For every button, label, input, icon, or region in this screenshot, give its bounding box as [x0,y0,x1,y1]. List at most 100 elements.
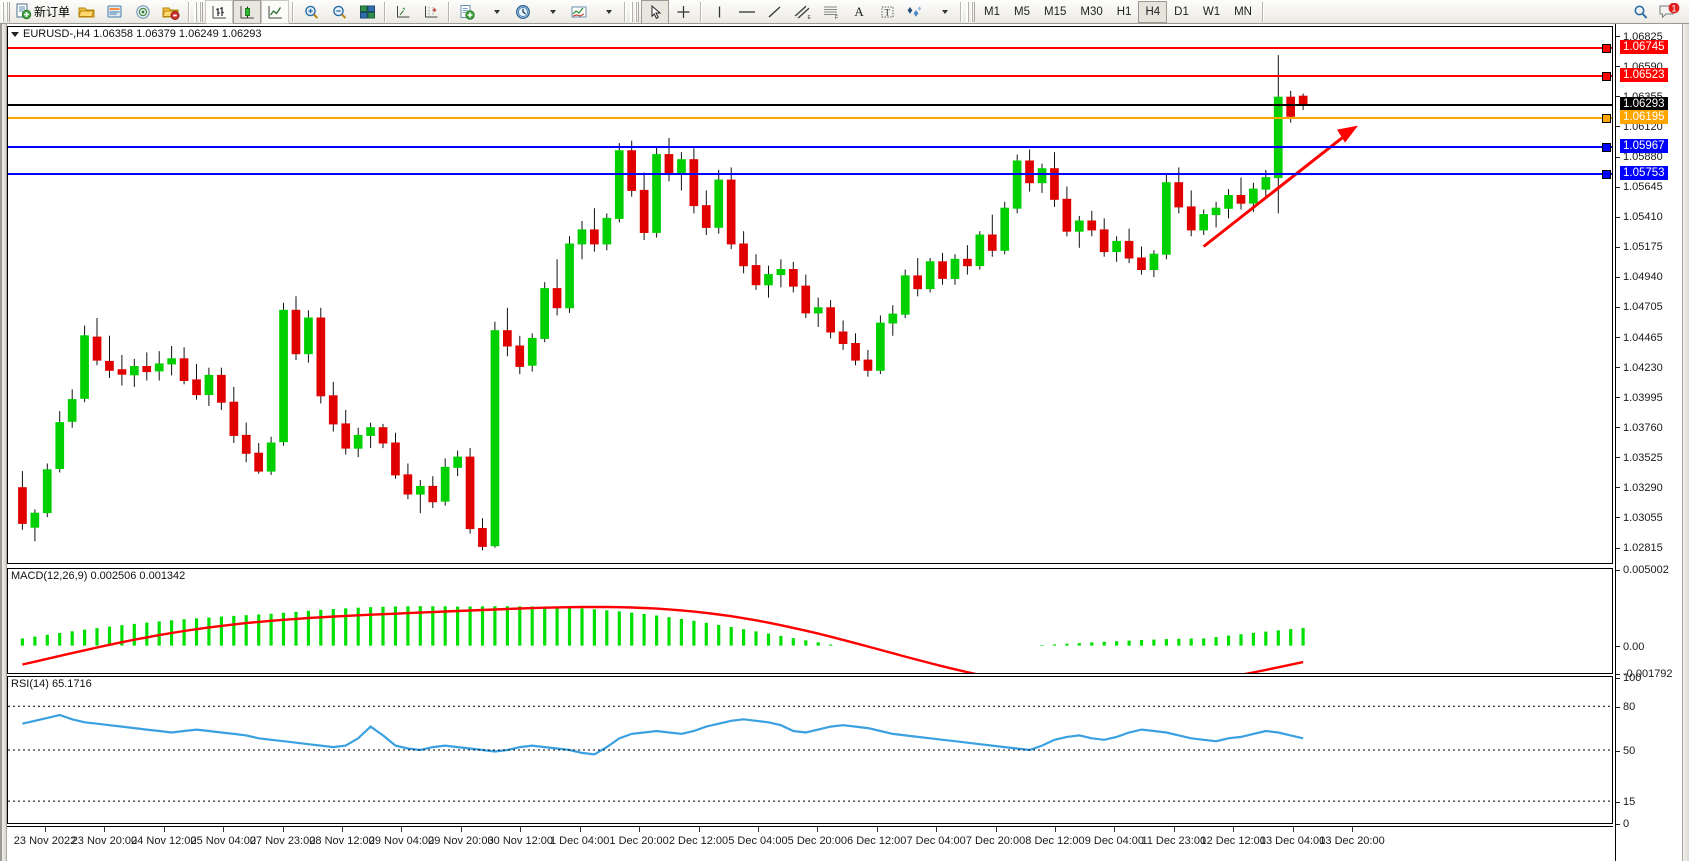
price-line-handle-resistance-1[interactable] [1602,72,1611,82]
price-line-support-2[interactable] [8,173,1612,176]
macd-pane[interactable]: MACD(12,26,9) 0.002506 0.001342 [7,568,1613,674]
line-chart-button[interactable] [261,0,290,24]
grid-button[interactable] [417,0,445,24]
new-chart-dropdown[interactable] [481,0,509,24]
price-line-pivot[interactable] [8,116,1612,119]
timeframe-mn-button[interactable]: MN [1234,5,1252,18]
timeframe-m5-button[interactable]: M5 [1014,5,1030,18]
tile-windows-button[interactable] [353,0,381,24]
shapes-dropdown[interactable] [929,0,957,24]
indicators-button[interactable] [565,0,593,24]
time-label: 1 Dec 04:00 [550,835,610,847]
horizontal-line-button[interactable] [733,0,761,24]
rsi-tick: 100 [1616,672,1689,684]
svg-text:T: T [884,7,890,17]
timeframe-toolbar-grip[interactable] [966,1,976,22]
price-line-support-1[interactable] [8,146,1612,149]
price-line-handle-pivot[interactable] [1602,113,1611,123]
horizontal-line-icon [739,10,756,13]
main-toolbar: 新订单 [0,0,1689,24]
text-button[interactable]: A [854,3,864,19]
text-label-button[interactable]: T [873,0,901,24]
indicators-icon [571,6,587,17]
time-label: 11 Dec 23:00 [1141,835,1207,847]
autotrading-icon [162,7,180,20]
chart-window: EURUSD-,H4 1.06358 1.06379 1.06249 1.062… [0,24,1689,861]
price-tick: 1.03290 [1616,482,1689,494]
price-line-handle-resistance-2[interactable] [1602,43,1611,53]
trendline-button[interactable] [761,0,789,24]
price-line-last-price[interactable] [8,104,1612,107]
timeframe-m30-button[interactable]: M30 [1080,5,1103,18]
timeframe-w1-button[interactable]: W1 [1202,5,1221,18]
draw-toolbar-grip[interactable] [630,1,640,22]
candlestick-chart-button[interactable] [233,0,262,24]
timeframe-d1-button[interactable]: D1 [1174,5,1189,18]
cursor-button[interactable] [641,0,670,24]
open-folder-button[interactable] [73,0,101,24]
time-tick [342,827,344,832]
price-label-resistance-2[interactable]: 1.06745 [1620,39,1668,54]
price-label-support-1[interactable]: 1.05967 [1620,139,1668,154]
shapes-button[interactable] [901,0,929,24]
crosshair-button[interactable] [669,0,697,24]
price-line-resistance-1[interactable] [8,75,1612,78]
chart-toolbar-grip[interactable] [194,1,204,22]
terminal-button[interactable] [101,0,129,24]
chart-left-gutter[interactable] [2,24,7,861]
chart-right-gutter[interactable] [1682,24,1689,861]
price-label-last-price[interactable]: 1.06293 [1620,97,1668,112]
line-chart-icon [268,5,282,18]
new-order-button[interactable]: 新订单 [12,0,73,24]
period-dropdown[interactable] [537,0,565,24]
new-order-label: 新订单 [34,5,71,19]
text-label-icon: T [881,6,894,17]
price-label-resistance-1[interactable]: 1.06523 [1620,68,1668,83]
time-label: 9 Dec 04:00 [1084,835,1145,847]
indicators-dropdown[interactable] [593,0,621,24]
price-pane[interactable]: EURUSD-,H4 1.06358 1.06379 1.06249 1.062… [7,26,1613,564]
time-label: 12 Dec 12:00 [1200,835,1266,847]
fibonacci-button[interactable]: F [817,0,845,24]
macd-tick: -0.001792 [1616,668,1689,680]
period-button[interactable] [509,0,537,24]
zoom-in-button[interactable] [297,0,325,24]
chevron-down-icon [605,9,612,14]
timeframe-m15-button[interactable]: M15 [1043,5,1067,18]
price-tick: 1.05175 [1616,241,1689,253]
toolbar-grip[interactable] [1,1,10,22]
zoom-out-button[interactable] [325,0,353,24]
alerts-button[interactable]: 1 [1655,0,1683,24]
price-line-resistance-2[interactable] [8,46,1612,49]
chevron-down-icon [549,9,556,14]
new-chart-button[interactable] [453,0,481,24]
timeframe-h1-button[interactable]: H1 [1116,5,1132,18]
price-tick: 1.04465 [1616,332,1689,344]
up-arrow-annotation [1202,125,1358,248]
price-line-handle-support-1[interactable] [1602,143,1611,153]
autotrading-button[interactable] [157,0,185,24]
data-window-button[interactable] [389,0,417,24]
bar-chart-button[interactable] [205,0,234,24]
time-tick [1054,827,1056,832]
price-line-handle-support-2[interactable] [1602,170,1611,180]
timeframe-m1-button[interactable]: M1 [984,5,1000,18]
search-button[interactable] [1627,0,1655,24]
price-label-support-2[interactable]: 1.05753 [1620,166,1668,181]
time-label: 30 Nov 12:00 [487,835,553,847]
timeframe-h4-button[interactable]: H4 [1138,0,1168,23]
time-tick [1233,827,1235,832]
price-label-pivot[interactable]: 1.06195 [1620,109,1668,124]
time-label: 23 Nov 20:00 [71,835,138,847]
collapse-triangle-icon[interactable] [11,31,19,37]
rsi-pane[interactable]: RSI(14) 65.1716 [7,676,1613,824]
price-axis[interactable]: 1.068251.065901.063551.061201.058801.056… [1615,24,1689,861]
time-axis[interactable]: 23 Nov 2022 23 Nov 20:00 24 Nov 12:00 25 No… [7,826,1613,859]
equidistant-channel-button[interactable]: E [789,0,817,24]
search-icon [1634,5,1648,19]
vertical-line-button[interactable] [705,0,733,24]
signals-button[interactable] [129,0,157,24]
price-tick: 1.05880 [1616,151,1689,163]
zoom-in-icon [304,5,318,19]
